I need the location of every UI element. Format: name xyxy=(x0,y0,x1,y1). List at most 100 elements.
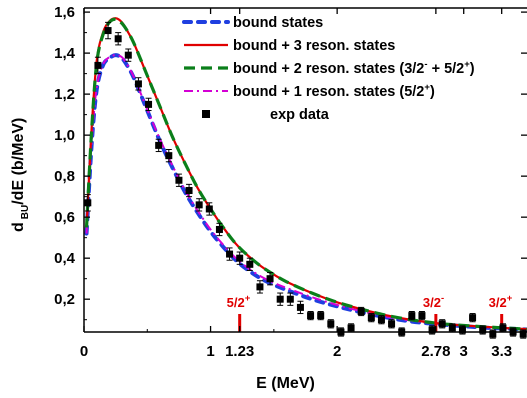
legend-label: bound + 2 reson. states (3/2- + 5/2+) xyxy=(233,59,475,77)
exp-data-point xyxy=(155,138,163,153)
exp-data-point xyxy=(327,319,335,329)
resonance-marker-label: 3/2+ xyxy=(489,293,513,310)
y-tick-label: 0,6 xyxy=(54,209,75,226)
exp-marker xyxy=(519,330,527,338)
exp-data-point xyxy=(479,325,487,335)
exp-marker xyxy=(175,176,183,184)
x-tick-label: 1 xyxy=(206,343,214,360)
exp-marker xyxy=(388,320,396,328)
x-tick-label: 3.3 xyxy=(491,343,512,360)
exp-marker xyxy=(104,27,112,35)
exp-marker xyxy=(469,314,477,322)
exp-marker xyxy=(347,324,355,332)
exp-data-point xyxy=(84,194,92,212)
exp-data-point xyxy=(205,202,213,216)
exp-marker xyxy=(226,250,234,258)
exp-data-point xyxy=(226,247,234,261)
axes-layer: 0,2 0,4 0,6 0,8 1,0 1,2 1,4 1,6 0 1 1.23 2 2.78 3 3.3 xyxy=(54,4,527,360)
exp-data-point xyxy=(388,319,396,329)
resonance-label-sup: + xyxy=(245,293,251,304)
exp-marker xyxy=(145,100,153,108)
exp-marker xyxy=(215,225,223,233)
exp-marker xyxy=(438,320,446,328)
resonance-label-sup: + xyxy=(507,293,513,304)
exp-marker xyxy=(448,324,456,332)
exp-data-point xyxy=(317,310,325,321)
exp-marker xyxy=(276,295,284,303)
exp-marker xyxy=(266,275,274,283)
legend-label: bound + 3 reson. states xyxy=(233,38,395,54)
exp-marker xyxy=(185,187,193,195)
exp-data-point xyxy=(185,183,193,198)
y-tick-label: 1,4 xyxy=(54,45,76,62)
x-tick-label: 1.23 xyxy=(225,343,254,360)
exp-data-point xyxy=(418,310,426,321)
exp-marker xyxy=(327,320,335,328)
exp-data-point xyxy=(134,77,142,91)
exp-marker xyxy=(418,312,426,320)
exp-marker xyxy=(296,303,304,311)
exp-data-point xyxy=(195,198,203,212)
exp-marker xyxy=(286,295,294,303)
legend-marker xyxy=(202,110,210,118)
y-axis-label-rest: /dE (b/MeV) xyxy=(10,118,27,205)
y-axis-label-main: d xyxy=(10,222,27,232)
exp-marker xyxy=(256,283,264,291)
legend-label-sup: - xyxy=(424,59,427,70)
exp-marker xyxy=(317,312,325,320)
y-tick-label: 1,0 xyxy=(54,127,75,144)
exp-data-point xyxy=(246,257,254,271)
exp-data-point xyxy=(145,97,153,112)
legend-label-sup: + xyxy=(464,59,470,70)
legend-label-sup: + xyxy=(424,82,430,93)
exp-data-point xyxy=(307,310,315,321)
y-tick-label: 1,2 xyxy=(54,86,75,103)
x-tick-label: 2.78 xyxy=(421,343,450,360)
x-tick-label: 2 xyxy=(333,343,341,360)
exp-data-point xyxy=(357,306,365,317)
exp-marker xyxy=(195,201,203,209)
exp-data-point xyxy=(286,292,294,306)
exp-data-point xyxy=(438,319,446,329)
exp-data-point xyxy=(458,325,466,335)
exp-marker xyxy=(479,326,487,334)
exp-marker xyxy=(94,61,102,69)
exp-data-point xyxy=(215,222,223,237)
legend-label-part: ) xyxy=(470,61,475,77)
exp-data-point xyxy=(124,48,132,62)
y-axis-label-sub: BU xyxy=(20,205,31,219)
exp-marker xyxy=(124,51,132,59)
resonance-label-text: 5/2 xyxy=(227,295,245,310)
exp-data-point xyxy=(347,323,355,333)
exp-data-point xyxy=(236,251,244,265)
legend-label-part: ) xyxy=(430,84,435,100)
exp-data-point xyxy=(165,148,173,163)
exp-marker xyxy=(357,307,365,315)
exp-marker xyxy=(84,199,92,207)
exp-marker xyxy=(408,312,416,320)
exp-data-point xyxy=(296,300,304,315)
y-axis-label: d BU/dE (b/MeV) xyxy=(10,118,31,232)
exp-marker xyxy=(134,80,142,88)
x-tick-label: 3 xyxy=(460,343,468,360)
exp-data-point xyxy=(367,313,375,323)
exp-data-point xyxy=(276,292,284,306)
exp-marker xyxy=(489,330,497,338)
legend-label-part: bound + 1 reson. states (5/2 xyxy=(233,84,424,100)
y-tick-label: 0,4 xyxy=(54,250,76,267)
exp-data-point xyxy=(94,56,102,75)
exp-marker xyxy=(114,35,122,43)
exp-marker xyxy=(155,141,163,149)
legend-entry: bound + 2 reson. states (3/2- + 5/2+) xyxy=(184,59,475,77)
exp-marker xyxy=(499,324,507,332)
legend: bound states bound + 3 reson. states bound… xyxy=(182,15,475,123)
x-axis-label: E (MeV) xyxy=(256,375,315,392)
legend-entry: exp data xyxy=(202,107,330,123)
legend-label: bound + 1 reson. states (5/2+) xyxy=(233,82,435,100)
legend-entry: bound states xyxy=(182,15,323,31)
exp-marker xyxy=(458,326,466,334)
exp-data-point xyxy=(519,329,527,339)
exp-data-point xyxy=(175,173,183,187)
